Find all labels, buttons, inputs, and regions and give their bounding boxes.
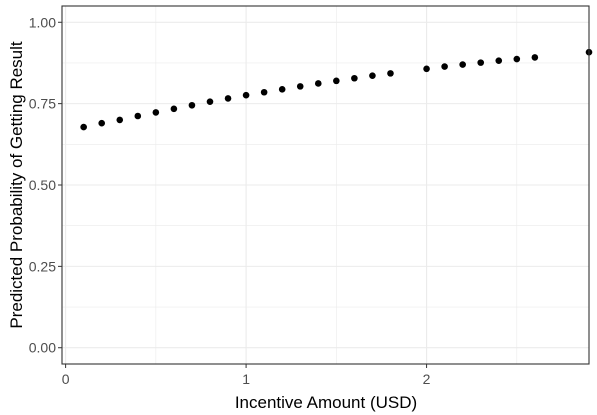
data-point — [260, 88, 268, 96]
x-axis-title: Incentive Amount (USD) — [235, 393, 417, 412]
y-axis-title: Predicted Probability of Getting Result — [7, 41, 26, 329]
data-point — [188, 101, 196, 109]
x-tick-label: 0 — [62, 371, 70, 387]
data-point — [206, 98, 214, 105]
x-tick-label: 1 — [242, 371, 250, 387]
data-point — [134, 112, 142, 120]
data-point — [495, 57, 503, 64]
data-point — [333, 77, 340, 85]
y-tick-label: 0.25 — [29, 258, 56, 274]
data-point — [459, 61, 466, 68]
data-point — [423, 65, 430, 73]
data-point — [242, 91, 250, 99]
y-tick-label: 0.50 — [29, 177, 56, 193]
data-point — [98, 119, 106, 127]
data-point — [314, 80, 322, 87]
data-point — [296, 83, 304, 90]
data-point — [441, 63, 448, 70]
data-point — [170, 105, 178, 113]
data-point — [278, 86, 286, 93]
x-axis-ticks: 0 1 2 — [62, 364, 431, 387]
data-point — [531, 54, 539, 61]
data-point — [369, 72, 376, 79]
major-gridlines — [62, 6, 589, 364]
x-tick-label: 2 — [423, 371, 431, 387]
data-points — [80, 48, 593, 131]
data-point — [387, 70, 394, 77]
data-point — [477, 59, 485, 66]
y-axis-ticks: 0.00 0.25 0.50 0.75 1.00 — [29, 14, 62, 356]
data-point — [224, 95, 232, 102]
y-tick-label: 0.00 — [29, 340, 56, 356]
data-point — [116, 116, 124, 124]
minor-gridlines — [62, 6, 589, 364]
data-point — [80, 123, 87, 131]
data-point — [351, 74, 358, 82]
y-tick-label: 1.00 — [29, 14, 56, 30]
data-point — [513, 55, 521, 63]
data-point — [152, 109, 160, 116]
y-tick-label: 0.75 — [29, 96, 56, 112]
